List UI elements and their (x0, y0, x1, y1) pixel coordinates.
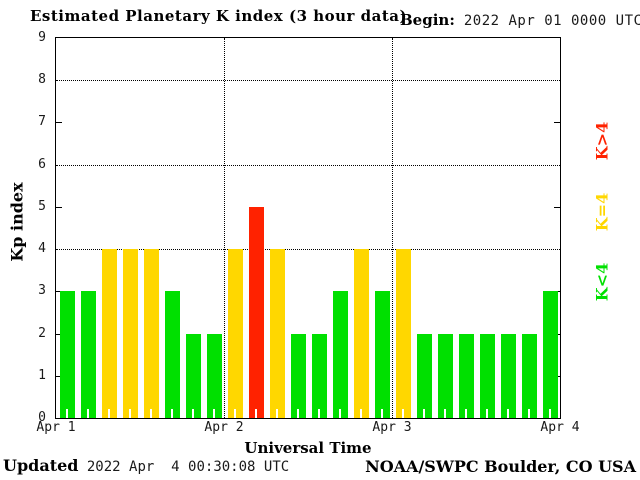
kp-bar (480, 334, 495, 418)
kp-bar (459, 334, 474, 418)
begin-value: 2022 Apr 01 0000 UTC (463, 13, 640, 29)
kp-bar (375, 291, 390, 418)
x-axis-minor-tick (234, 409, 236, 418)
kp-bar (522, 334, 537, 418)
x-axis-minor-tick (402, 409, 404, 418)
legend-item-1: K=4 (592, 192, 612, 231)
kp-bar (438, 334, 453, 418)
x-tick-label-apr-2: Apr 2 (204, 420, 244, 435)
y-tick-label-6: 6 (38, 157, 46, 172)
x-axis-minor-tick (87, 409, 89, 418)
x-axis-minor-tick (360, 409, 362, 418)
kp-bar (291, 334, 306, 418)
x-axis-minor-tick (318, 409, 320, 418)
x-axis-minor-tick (381, 409, 383, 418)
y-tick-label-7: 7 (38, 114, 46, 129)
y-axis-tick (554, 207, 560, 208)
kp-bar (270, 249, 285, 418)
kp-bar (501, 334, 516, 418)
x-tick-label-apr-3: Apr 3 (372, 420, 412, 435)
x-axis-minor-tick (339, 409, 341, 418)
gridline-day-boundary (392, 38, 393, 418)
x-axis-minor-tick (507, 409, 509, 418)
kp-bar (144, 249, 159, 418)
gridline-kp-4 (56, 249, 560, 250)
updated-timestamp: Updated 2022 Apr 4 00:30:08 UTC (3, 456, 289, 475)
updated-value: 2022 Apr 4 00:30:08 UTC (78, 459, 290, 475)
x-axis-minor-tick (213, 409, 215, 418)
x-axis-minor-tick (276, 409, 278, 418)
y-tick-label-3: 3 (38, 283, 46, 298)
y-tick-label-0: 0 (38, 410, 46, 425)
kp-bar (60, 291, 75, 418)
y-tick-label-4: 4 (38, 241, 46, 256)
kp-bar (81, 291, 96, 418)
kp-bar (312, 334, 327, 418)
kp-bar (333, 291, 348, 418)
chart-title: Estimated Planetary K index (3 hour data… (30, 7, 408, 25)
source-attribution: NOAA/SWPC Boulder, CO USA (365, 457, 636, 476)
y-axis-title: Kp index (7, 182, 27, 262)
x-axis-minor-tick (171, 409, 173, 418)
x-tick-label-apr-4: Apr 4 (540, 420, 580, 435)
x-axis-minor-tick (528, 409, 530, 418)
kp-bar (186, 334, 201, 418)
y-axis-tick (56, 291, 62, 292)
gridline-day-boundary (224, 38, 225, 418)
kp-bar (354, 249, 369, 418)
x-axis-minor-tick (486, 409, 488, 418)
x-axis-minor-tick (444, 409, 446, 418)
x-axis-minor-tick (66, 409, 68, 418)
x-axis-title: Universal Time (244, 439, 372, 457)
begin-label: Begin: (400, 11, 455, 29)
x-axis-minor-tick (192, 409, 194, 418)
kp-bar (102, 249, 117, 418)
x-tick-label-apr-1: Apr 1 (36, 420, 76, 435)
gridline-kp-8 (56, 80, 560, 81)
y-axis-tick (56, 122, 62, 123)
x-axis-minor-tick (297, 409, 299, 418)
kp-bar (249, 207, 264, 418)
x-axis-minor-tick (129, 409, 131, 418)
kp-bar (543, 291, 558, 418)
begin-time-line: Begin: 2022 Apr 01 0000 UTC (400, 10, 640, 29)
x-axis-minor-tick (549, 409, 551, 418)
kp-bar (123, 249, 138, 418)
updated-label: Updated (3, 456, 79, 475)
y-tick-label-1: 1 (38, 368, 46, 383)
x-axis-minor-tick (423, 409, 425, 418)
x-axis-minor-tick (150, 409, 152, 418)
y-tick-label-5: 5 (38, 199, 46, 214)
legend-item-0: K>4 (592, 121, 612, 161)
kp-bar (396, 249, 411, 418)
plot-area (55, 37, 561, 419)
y-axis-tick (56, 207, 62, 208)
y-axis-tick (554, 122, 560, 123)
kp-bar (417, 334, 432, 418)
y-axis-tick (56, 334, 62, 335)
x-axis-minor-tick (465, 409, 467, 418)
gridline-kp-6 (56, 165, 560, 166)
kp-bar (228, 249, 243, 418)
legend-item-2: K<4 (592, 262, 612, 302)
kp-bar (165, 291, 180, 418)
x-axis-minor-tick (255, 409, 257, 418)
kp-bar (207, 334, 222, 418)
y-tick-label-8: 8 (38, 72, 46, 87)
x-axis-minor-tick (108, 409, 110, 418)
y-tick-label-9: 9 (38, 30, 46, 45)
y-axis-tick (56, 376, 62, 377)
y-tick-label-2: 2 (38, 326, 46, 341)
